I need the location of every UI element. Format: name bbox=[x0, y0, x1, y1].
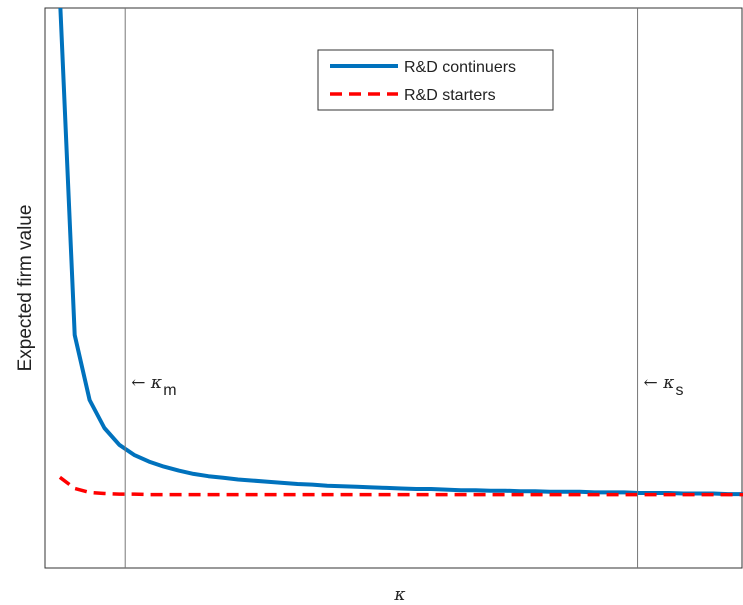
y-axis-label: Expected firm value bbox=[15, 205, 36, 372]
reference-label: ← κ bbox=[644, 373, 675, 393]
legend-box bbox=[317, 49, 554, 111]
reference-label-subscript: s bbox=[676, 382, 684, 399]
axes-box bbox=[44, 7, 743, 569]
reference-label-subscript: m bbox=[163, 382, 176, 399]
reference-label: ← κ bbox=[131, 373, 162, 393]
legend-label: R&D starters bbox=[404, 87, 496, 104]
series-line bbox=[58, 475, 743, 497]
legend-label: R&D continuers bbox=[404, 59, 516, 76]
series-line bbox=[58, 8, 743, 497]
x-axis-label: κ bbox=[393, 585, 405, 605]
plot-area bbox=[58, 8, 743, 497]
